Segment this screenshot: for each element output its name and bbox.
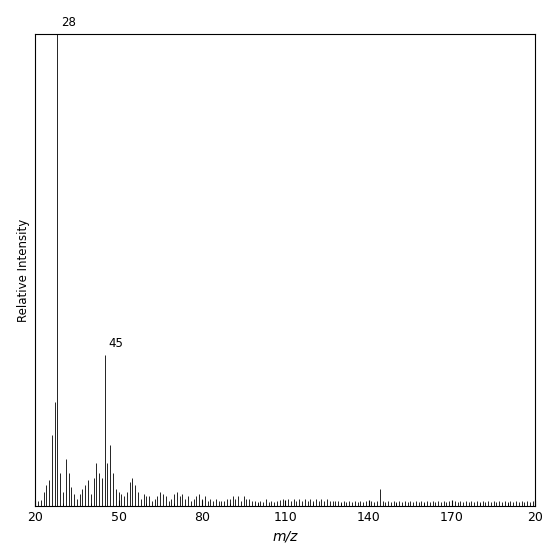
Text: 45: 45 (109, 337, 124, 350)
X-axis label: m/z: m/z (273, 529, 298, 543)
Text: 28: 28 (62, 16, 77, 29)
Y-axis label: Relative Intensity: Relative Intensity (17, 218, 30, 321)
